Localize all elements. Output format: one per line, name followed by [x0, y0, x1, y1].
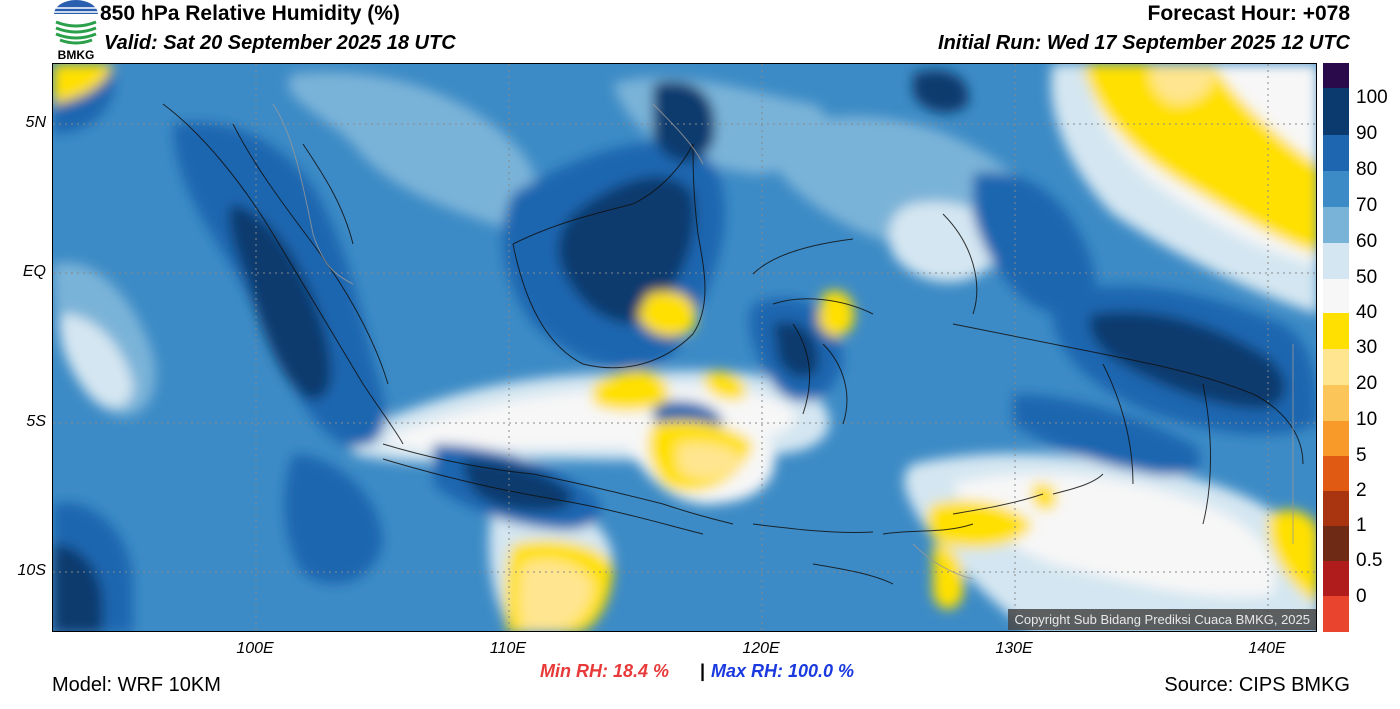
bmkg-logo: BMKG — [52, 0, 100, 62]
colorbar-swatch — [1323, 385, 1349, 421]
colorbar-label: 60 — [1356, 231, 1378, 252]
chart-title: 850 hPa Relative Humidity (%) — [100, 2, 400, 25]
colorbar-label: 100 — [1356, 87, 1388, 108]
colorbar-swatch — [1323, 526, 1349, 561]
colorbar-label: 30 — [1356, 337, 1378, 358]
lat-label-eq: EQ — [22, 263, 46, 280]
humidity-map — [52, 63, 1317, 632]
colorbar-label: 0.5 — [1356, 550, 1383, 571]
colorbar-swatch — [1323, 596, 1349, 632]
lat-label-10s: 10S — [17, 562, 46, 579]
colorbar-label: 0 — [1356, 586, 1367, 607]
colorbar-label: 90 — [1356, 123, 1378, 144]
min-rh-value: Min RH: 18.4 % — [540, 661, 670, 681]
colorbar-label: 10 — [1356, 409, 1378, 430]
colorbar-swatch — [1323, 243, 1349, 279]
max-rh-value: Max RH: 100.0 % — [711, 661, 855, 681]
valid-time: Valid: Sat 20 September 2025 18 UTC — [104, 32, 456, 54]
colorbar-swatch — [1323, 63, 1349, 88]
copyright-notice: Copyright Sub Bidang Prediksi Cuaca BMKG… — [1008, 609, 1316, 630]
colorbar-swatch — [1323, 279, 1349, 313]
lon-label-110e: 110E — [489, 640, 527, 657]
colorbar-label: 5 — [1356, 445, 1367, 466]
lon-label-130e: 130E — [995, 640, 1033, 657]
lon-label-120e: 120E — [742, 640, 780, 657]
colorbar-swatch — [1323, 171, 1349, 207]
colorbar-swatch — [1323, 456, 1349, 491]
lat-label-5n: 5N — [25, 114, 46, 131]
colorbar-swatch — [1323, 88, 1349, 135]
colorbar-label: 1 — [1356, 515, 1367, 536]
colorbar-swatch — [1323, 207, 1349, 243]
colorbar-swatch — [1323, 313, 1349, 349]
colorbar-label: 40 — [1356, 302, 1378, 323]
initial-run: Initial Run: Wed 17 September 2025 12 UT… — [938, 32, 1350, 54]
stats-separator: | — [700, 661, 706, 681]
colorbar-swatch — [1323, 349, 1349, 385]
lon-label-140e: 140E — [1248, 640, 1286, 657]
forecast-hour: Forecast Hour: +078 — [1147, 2, 1351, 25]
colorbar-label: 80 — [1356, 159, 1378, 180]
source-label: Source: CIPS BMKG — [1164, 674, 1350, 696]
humidity-field — [53, 64, 1316, 631]
colorbar-label: 20 — [1356, 373, 1378, 394]
colorbar-label: 2 — [1356, 480, 1367, 501]
colorbar-label: 70 — [1356, 195, 1378, 216]
lon-label-100e: 100E — [236, 640, 274, 657]
colorbar-swatch — [1323, 135, 1349, 171]
logo-text: BMKG — [58, 48, 95, 62]
colorbar-swatch — [1323, 561, 1349, 596]
lat-label-5s: 5S — [26, 413, 46, 430]
colorbar-swatch — [1323, 421, 1349, 456]
colorbar-swatch — [1323, 491, 1349, 526]
colorbar — [1323, 63, 1349, 632]
colorbar-label: 50 — [1356, 267, 1378, 288]
model-label: Model: WRF 10KM — [52, 674, 221, 696]
